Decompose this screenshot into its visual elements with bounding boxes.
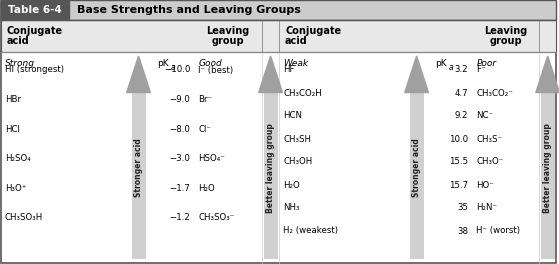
Text: Good: Good	[198, 59, 222, 68]
Text: NC⁻: NC⁻	[476, 111, 494, 120]
Polygon shape	[536, 56, 559, 93]
Polygon shape	[405, 56, 428, 93]
Text: CH₃SO₃H: CH₃SO₃H	[5, 213, 43, 222]
Text: −10.0: −10.0	[164, 65, 191, 74]
Text: −8.0: −8.0	[169, 125, 191, 134]
Text: 15.5: 15.5	[449, 158, 468, 167]
Text: group: group	[490, 36, 522, 46]
Text: −1.7: −1.7	[169, 184, 191, 193]
Text: Leaving: Leaving	[484, 26, 528, 36]
Text: H₂O: H₂O	[198, 184, 215, 193]
Text: CH₃OH: CH₃OH	[283, 158, 312, 167]
Text: HF: HF	[283, 65, 295, 74]
Text: pK: pK	[435, 59, 447, 68]
Text: 4.7: 4.7	[455, 88, 468, 97]
Text: CH₃SH: CH₃SH	[283, 134, 311, 144]
Polygon shape	[127, 56, 150, 93]
Text: 9.2: 9.2	[455, 111, 468, 120]
Text: Better leaving group: Better leaving group	[266, 123, 275, 213]
Text: Cl⁻: Cl⁻	[198, 125, 211, 134]
Text: acid: acid	[7, 36, 30, 46]
Text: HSO₄⁻: HSO₄⁻	[198, 154, 225, 163]
Text: HBr: HBr	[5, 95, 21, 104]
Bar	[1, 0, 556, 20]
Text: −1.2: −1.2	[169, 213, 191, 222]
Text: Strong: Strong	[5, 59, 35, 68]
Text: H₂N⁻: H₂N⁻	[476, 204, 498, 213]
Text: H⁻ (worst): H⁻ (worst)	[476, 227, 520, 235]
Text: Conjugate: Conjugate	[285, 26, 341, 36]
Text: a: a	[448, 63, 453, 72]
Text: 38: 38	[457, 227, 468, 235]
Text: I⁻ (best): I⁻ (best)	[198, 65, 234, 74]
Bar	[1, 20, 556, 52]
Text: −9.0: −9.0	[169, 95, 191, 104]
Text: Leaving: Leaving	[207, 26, 250, 36]
Bar	[410, 93, 424, 259]
Bar	[541, 93, 555, 259]
Text: HCN: HCN	[283, 111, 302, 120]
Text: H₃O⁺: H₃O⁺	[5, 184, 26, 193]
Text: Poor: Poor	[476, 59, 496, 68]
Polygon shape	[259, 56, 282, 93]
Text: Base Strengths and Leaving Groups: Base Strengths and Leaving Groups	[77, 5, 301, 15]
Text: CH₃SO₃⁻: CH₃SO₃⁻	[198, 213, 235, 222]
Bar	[131, 93, 145, 259]
Text: Stronger acid: Stronger acid	[412, 138, 421, 197]
Text: Table 6-4: Table 6-4	[8, 5, 61, 15]
Bar	[264, 93, 278, 259]
Text: −3.0: −3.0	[169, 154, 191, 163]
Text: H₂O: H₂O	[283, 181, 300, 190]
Text: Stronger acid: Stronger acid	[134, 138, 143, 197]
Text: 3.2: 3.2	[455, 65, 468, 74]
Text: a: a	[170, 63, 175, 72]
Text: Better leaving group: Better leaving group	[543, 123, 552, 213]
Text: Weak: Weak	[283, 59, 308, 68]
Bar	[1, 0, 69, 20]
Text: CH₃CO₂H: CH₃CO₂H	[283, 88, 322, 97]
Text: H₂SO₄: H₂SO₄	[5, 154, 31, 163]
Text: Conjugate: Conjugate	[7, 26, 63, 36]
Text: F⁻: F⁻	[476, 65, 486, 74]
Text: 35: 35	[457, 204, 468, 213]
Text: acid: acid	[285, 36, 308, 46]
Text: group: group	[212, 36, 244, 46]
Text: HCl: HCl	[5, 125, 20, 134]
Text: CH₃CO₂⁻: CH₃CO₂⁻	[476, 88, 513, 97]
Text: HI (strongest): HI (strongest)	[5, 65, 64, 74]
Text: 15.7: 15.7	[449, 181, 468, 190]
Text: 10.0: 10.0	[449, 134, 468, 144]
Text: CH₃S⁻: CH₃S⁻	[476, 134, 503, 144]
Text: HO⁻: HO⁻	[476, 181, 494, 190]
Text: H₂ (weakest): H₂ (weakest)	[283, 227, 338, 235]
Text: CH₃O⁻: CH₃O⁻	[476, 158, 504, 167]
Text: Br⁻: Br⁻	[198, 95, 212, 104]
Text: NH₃: NH₃	[283, 204, 300, 213]
Text: pK: pK	[157, 59, 168, 68]
